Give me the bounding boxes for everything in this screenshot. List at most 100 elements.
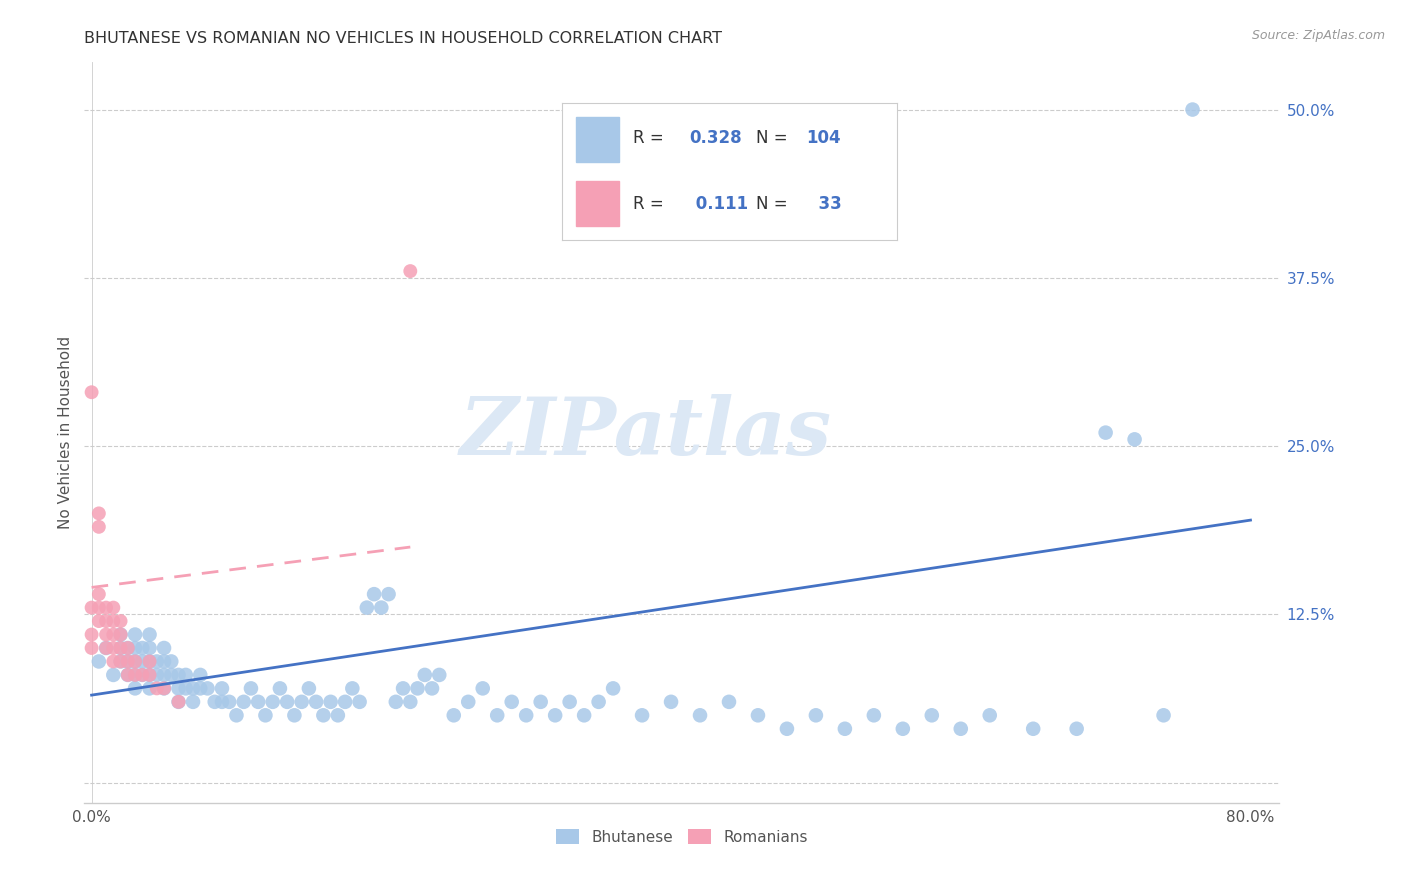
Point [211, 695, 233, 709]
Point [167, 681, 190, 696]
Point [377, 587, 399, 601]
Point [747, 708, 769, 723]
Point [333, 695, 356, 709]
Point [558, 695, 581, 709]
Point [110, 655, 132, 669]
Point [94, 614, 117, 628]
Point [153, 640, 176, 655]
Point [138, 640, 160, 655]
Point [515, 708, 537, 723]
Point [544, 708, 567, 723]
Text: ZIPatlas: ZIPatlas [460, 394, 832, 471]
Point [717, 695, 740, 709]
Point [225, 708, 247, 723]
Point [87, 655, 110, 669]
Point [87, 520, 110, 534]
Point [94, 640, 117, 655]
Point [247, 695, 270, 709]
Text: Source: ZipAtlas.com: Source: ZipAtlas.com [1251, 29, 1385, 42]
Point [979, 708, 1001, 723]
Point [138, 668, 160, 682]
Point [385, 695, 408, 709]
Point [110, 614, 132, 628]
Point [153, 655, 176, 669]
Point [1094, 425, 1116, 440]
Point [804, 708, 827, 723]
Point [211, 681, 233, 696]
Point [131, 668, 153, 682]
Point [486, 708, 509, 723]
Point [370, 600, 392, 615]
Point [146, 655, 169, 669]
Point [103, 614, 125, 628]
Point [863, 708, 886, 723]
Point [602, 681, 624, 696]
Point [356, 600, 378, 615]
Point [138, 681, 160, 696]
Point [188, 668, 211, 682]
Point [834, 722, 856, 736]
Point [174, 668, 197, 682]
Point [181, 695, 204, 709]
Point [117, 640, 139, 655]
Point [153, 681, 176, 696]
Point [232, 695, 254, 709]
Point [138, 627, 160, 641]
Point [124, 640, 146, 655]
Point [94, 627, 117, 641]
Point [443, 708, 465, 723]
Point [124, 668, 146, 682]
Point [363, 587, 385, 601]
Point [631, 708, 654, 723]
Point [1066, 722, 1088, 736]
Point [588, 695, 610, 709]
Point [80, 600, 103, 615]
Point [110, 640, 132, 655]
Point [153, 681, 176, 696]
Point [174, 681, 197, 696]
Point [117, 668, 139, 682]
Point [138, 668, 160, 682]
Point [949, 722, 972, 736]
Point [103, 668, 125, 682]
Point [94, 600, 117, 615]
Point [406, 681, 429, 696]
Point [1153, 708, 1175, 723]
Point [471, 681, 494, 696]
Point [124, 681, 146, 696]
Point [110, 627, 132, 641]
Point [131, 668, 153, 682]
Point [146, 668, 169, 682]
Point [659, 695, 682, 709]
Point [921, 708, 943, 723]
Point [138, 655, 160, 669]
Point [188, 681, 211, 696]
Point [124, 655, 146, 669]
Point [131, 655, 153, 669]
Point [87, 614, 110, 628]
Point [138, 655, 160, 669]
Point [80, 640, 103, 655]
Point [197, 681, 219, 696]
Point [167, 695, 190, 709]
Point [891, 722, 914, 736]
Point [87, 507, 110, 521]
Point [305, 695, 328, 709]
Point [117, 640, 139, 655]
Point [413, 668, 436, 682]
Point [399, 695, 422, 709]
Text: BHUTANESE VS ROMANIAN NO VEHICLES IN HOUSEHOLD CORRELATION CHART: BHUTANESE VS ROMANIAN NO VEHICLES IN HOU… [84, 31, 723, 46]
Point [80, 627, 103, 641]
Point [117, 655, 139, 669]
Point [319, 695, 342, 709]
Point [160, 668, 183, 682]
Point [1181, 103, 1204, 117]
Point [269, 681, 291, 696]
Point [181, 681, 204, 696]
Point [204, 695, 226, 709]
Point [457, 695, 479, 709]
Point [312, 708, 335, 723]
Point [218, 695, 240, 709]
Point [124, 655, 146, 669]
Point [167, 695, 190, 709]
